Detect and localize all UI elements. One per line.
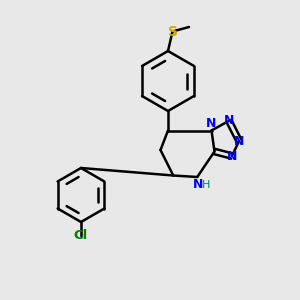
- Text: S: S: [167, 25, 178, 38]
- Text: N: N: [224, 114, 234, 128]
- Text: N: N: [227, 149, 237, 163]
- Text: H: H: [202, 179, 210, 190]
- Text: N: N: [193, 178, 204, 191]
- Text: N: N: [206, 117, 217, 130]
- Text: Cl: Cl: [74, 229, 88, 242]
- Text: N: N: [234, 134, 244, 148]
